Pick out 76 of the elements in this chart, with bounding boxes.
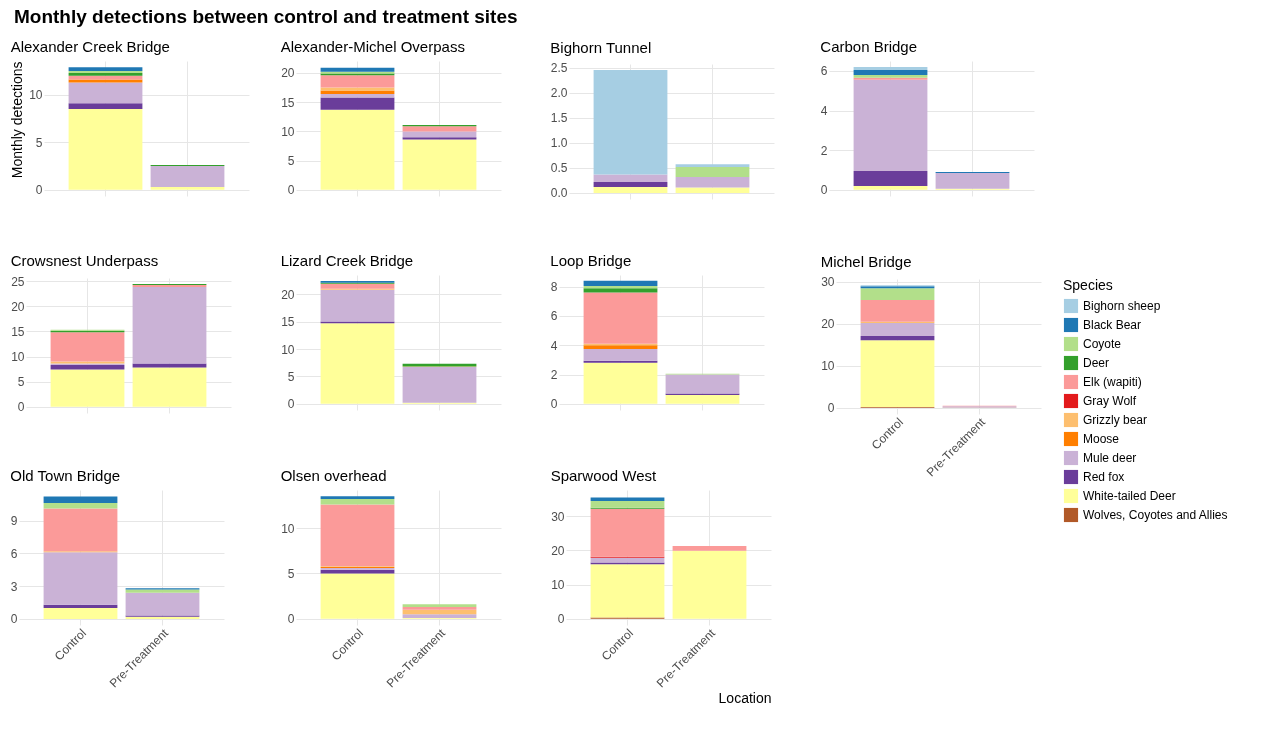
legend-label: Red fox [1083, 470, 1125, 484]
y-tick-label: 0 [287, 612, 295, 627]
chart-title: Michel Bridge [820, 252, 912, 270]
legend-label: Wolves, Coyotes and Allies [1083, 508, 1228, 522]
y-tick-label: 5 [35, 135, 43, 150]
y-tick-label: 0 [287, 397, 295, 412]
text: Monthly detections between control and treatment sites [14, 6, 518, 28]
y-tick-label: 6 [10, 546, 18, 561]
y-tick-label: 10 [281, 521, 295, 536]
y-tick-label: 10 [281, 342, 295, 357]
y-tick-label: 0 [35, 183, 43, 198]
legend-label: Black Bear [1083, 318, 1142, 332]
chart-title: Old Town Bridge [10, 467, 121, 484]
chart-title: Carbon Bridge [820, 38, 918, 55]
chart-title: Alexander Creek Bridge [10, 38, 170, 55]
legend-label: Bighorn sheep [1083, 299, 1161, 313]
chart-title: Sparwood West [550, 467, 658, 484]
y-tick-label: 6 [550, 309, 558, 324]
y-tick-label: 4 [550, 338, 558, 353]
chart-title: Crowsnest Underpass [10, 252, 159, 270]
y-tick-label: 2 [820, 143, 828, 158]
y-tick-label: 30 [821, 275, 835, 290]
legend-label: White-tailed Deer [1083, 489, 1176, 503]
y-tick-label: 15 [281, 315, 295, 330]
legend-label: Elk (wapiti) [1083, 375, 1142, 389]
y-axis-title: Monthly detections [9, 61, 26, 179]
y-tick-label: 9 [10, 514, 18, 529]
y-tick-label: 20 [551, 543, 565, 558]
y-tick-label: 5 [287, 369, 295, 384]
y-tick-label: 2.5 [550, 61, 568, 76]
legend-label: Deer [1083, 356, 1110, 370]
legend-label: Gray Wolf [1083, 394, 1137, 408]
chart-title: Bighorn Tunnel [550, 38, 652, 56]
y-tick-label: 2.0 [550, 86, 568, 101]
y-tick-label: 5 [287, 566, 295, 581]
chart-title: Loop Bridge [550, 252, 632, 269]
legend-label: Grizzly bear [1083, 413, 1148, 427]
legend-label: Moose [1083, 432, 1120, 446]
y-tick-label: 2 [550, 368, 558, 383]
y-tick-label: 10 [11, 350, 25, 365]
y-tick-label: 10 [29, 88, 43, 103]
y-tick-label: 30 [551, 509, 565, 524]
legend-label: Mule deer [1083, 451, 1137, 465]
y-tick-label: 20 [821, 317, 835, 332]
y-tick-label: 0 [827, 401, 835, 416]
y-tick-label: 10 [821, 359, 835, 374]
y-tick-label: 4 [820, 104, 828, 119]
y-tick-label: 0 [17, 400, 25, 415]
y-tick-label: 0.5 [550, 161, 568, 176]
y-tick-label: 15 [11, 324, 25, 339]
y-tick-label: 20 [281, 287, 295, 302]
y-tick-label: 1.0 [550, 136, 568, 151]
y-tick-label: 0 [820, 183, 828, 198]
y-tick-label: 10 [551, 578, 565, 593]
y-tick-label: 8 [550, 280, 558, 295]
y-tick-label: 15 [281, 95, 295, 110]
legend-title: Species [1063, 277, 1113, 293]
x-axis-title: Location [718, 689, 772, 706]
y-tick-label: 20 [11, 299, 25, 314]
y-tick-label: 3 [10, 579, 18, 594]
y-tick-label: 20 [281, 66, 295, 81]
y-tick-label: 25 [11, 274, 25, 289]
legend-label: Coyote [1083, 337, 1122, 351]
y-tick-label: 10 [281, 124, 295, 139]
chart-title: Olsen overhead [280, 467, 387, 484]
y-tick-label: 0 [557, 612, 565, 627]
y-tick-label: 5 [17, 375, 25, 390]
chart-title: Lizard Creek Bridge [280, 252, 414, 269]
y-tick-label: 0.0 [550, 186, 568, 201]
y-tick-label: 0 [10, 612, 18, 627]
y-tick-label: 6 [820, 64, 828, 79]
chart-title: Alexander-Michel Overpass [280, 38, 465, 55]
y-tick-label: 0 [287, 183, 295, 198]
y-tick-label: 0 [550, 397, 558, 412]
y-tick-label: 1.5 [550, 111, 568, 126]
y-tick-label: 5 [287, 154, 295, 169]
